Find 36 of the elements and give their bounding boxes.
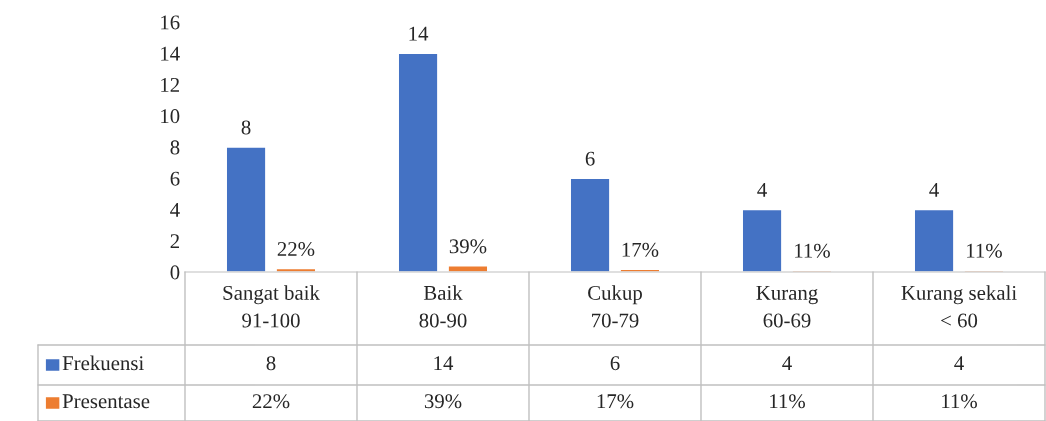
- legend-label: Presentase: [62, 394, 150, 409]
- text: 22%: [277, 241, 315, 257]
- text: 11%: [795, 243, 830, 258]
- text: 4: [757, 183, 767, 197]
- data-label: 11%: [770, 394, 805, 409]
- data-label: 4: [782, 356, 792, 371]
- text: 6: [585, 151, 595, 166]
- text: 39%: [449, 239, 487, 254]
- data-label: 17%: [597, 394, 634, 409]
- y-tick-label: 8: [170, 140, 180, 155]
- text: 14: [409, 26, 429, 41]
- y-tick-label: 14: [161, 46, 180, 61]
- y-tick-label: 4: [170, 203, 180, 217]
- y-tick-label: 16: [161, 15, 180, 30]
- text: 8: [241, 120, 251, 135]
- x-tick-label: Kurang sekali < 60: [901, 285, 1017, 328]
- data-label: 6: [610, 356, 620, 371]
- y-tick-label: 0: [170, 265, 180, 280]
- data-label: 8: [266, 356, 276, 371]
- x-tick-label: Kurang 60-69: [756, 286, 818, 328]
- y-tick-label: 10: [161, 109, 180, 124]
- y-tick-label: 2: [170, 234, 179, 248]
- x-tick-label: Sangat baik 91-100: [223, 285, 320, 328]
- data-label: 11%: [942, 394, 977, 409]
- text: 17%: [622, 242, 659, 257]
- x-tick-label: Baik 80-90: [419, 285, 467, 328]
- data-label: 22%: [252, 394, 290, 409]
- data-label: 4: [954, 356, 964, 371]
- legend-label: Frekuensi: [62, 355, 144, 371]
- data-label: 14: [434, 356, 454, 371]
- text: 11%: [967, 243, 1002, 258]
- y-tick-label: 6: [170, 171, 180, 186]
- text: 4: [929, 183, 939, 197]
- x-tick-label: Cukup 70-79: [588, 285, 642, 328]
- data-label: 39%: [424, 394, 462, 409]
- y-tick-label: 12: [161, 77, 179, 92]
